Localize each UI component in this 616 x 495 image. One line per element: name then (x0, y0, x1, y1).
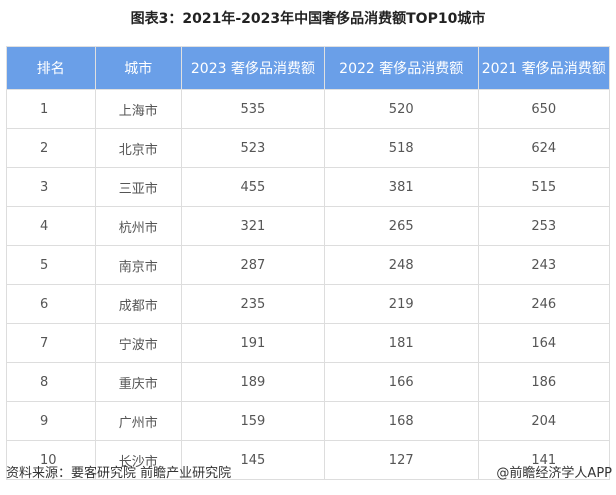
city-cell: 杭州市 (94, 206, 182, 246)
value-cell: 243 (477, 245, 611, 285)
column-header: 排名 (6, 46, 96, 90)
table-row: 4 杭州市 321 265 253 (6, 206, 611, 246)
value-cell: 287 (180, 245, 325, 285)
value-cell: 189 (180, 362, 325, 402)
city-cell: 上海市 (94, 89, 182, 129)
rank-cell: 5 (6, 245, 96, 285)
value-cell: 127 (323, 440, 479, 480)
value-cell: 159 (180, 401, 325, 441)
city-cell: 广州市 (94, 401, 182, 441)
value-cell: 204 (477, 401, 611, 441)
city-cell: 北京市 (94, 128, 182, 168)
column-header: 2021 奢侈品消费额 (477, 46, 611, 90)
value-cell: 166 (323, 362, 479, 402)
rank-cell: 8 (6, 362, 96, 402)
value-cell: 235 (180, 284, 325, 324)
table-row: 7 宁波市 191 181 164 (6, 323, 611, 363)
city-cell: 重庆市 (94, 362, 182, 402)
rank-cell: 9 (6, 401, 96, 441)
brand-label: @前瞻经济学人APP (496, 466, 612, 481)
header-row: 排名 城市 2023 奢侈品消费额 2022 奢侈品消费额 2021 奢侈品消费额 (6, 46, 611, 90)
table-row: 1 上海市 535 520 650 (6, 89, 611, 129)
rank-cell: 6 (6, 284, 96, 324)
city-cell: 南京市 (94, 245, 182, 285)
value-cell: 246 (477, 284, 611, 324)
value-cell: 455 (180, 167, 325, 207)
value-cell: 191 (180, 323, 325, 363)
table-row: 8 重庆市 189 166 186 (6, 362, 611, 402)
value-cell: 381 (323, 167, 479, 207)
table-row: 2 北京市 523 518 624 (6, 128, 611, 168)
column-header: 2022 奢侈品消费额 (323, 46, 479, 90)
chart-title: 图表3：2021年-2023年中国奢侈品消费额TOP10城市 (130, 11, 486, 27)
value-cell: 650 (477, 89, 611, 129)
column-header: 2023 奢侈品消费额 (180, 46, 325, 90)
value-cell: 164 (477, 323, 611, 363)
value-cell: 141 (477, 440, 611, 480)
value-cell: 253 (477, 206, 611, 246)
value-cell: 523 (180, 128, 325, 168)
rank-cell: 2 (6, 128, 96, 168)
value-cell: 186 (477, 362, 611, 402)
value-cell: 265 (323, 206, 479, 246)
rank-cell: 4 (6, 206, 96, 246)
source-note: 资料来源：要客研究院 前瞻产业研究院 (6, 466, 232, 481)
city-cell: 成都市 (94, 284, 182, 324)
rank-cell: 1 (6, 89, 96, 129)
table-row: 6 成都市 235 219 246 (6, 284, 611, 324)
value-cell: 168 (323, 401, 479, 441)
value-cell: 219 (323, 284, 479, 324)
city-cell: 宁波市 (94, 323, 182, 363)
value-cell: 248 (323, 245, 479, 285)
rank-cell: 3 (6, 167, 96, 207)
value-cell: 181 (323, 323, 479, 363)
table-row: 10 长沙市 145 127 141 (6, 440, 611, 480)
city-cell: 长沙市 (94, 440, 182, 480)
value-cell: 535 (180, 89, 325, 129)
column-header: 城市 (94, 46, 182, 90)
city-cell: 三亚市 (94, 167, 182, 207)
rank-cell: 7 (6, 323, 96, 363)
value-cell: 520 (323, 89, 479, 129)
table-row: 9 广州市 159 168 204 (6, 401, 611, 441)
table-row: 3 三亚市 455 381 515 (6, 167, 611, 207)
table-row: 5 南京市 287 248 243 (6, 245, 611, 285)
value-cell: 321 (180, 206, 325, 246)
rank-cell: 10 (6, 440, 96, 480)
value-cell: 515 (477, 167, 611, 207)
value-cell: 145 (180, 440, 325, 480)
value-cell: 518 (323, 128, 479, 168)
value-cell: 624 (477, 128, 611, 168)
